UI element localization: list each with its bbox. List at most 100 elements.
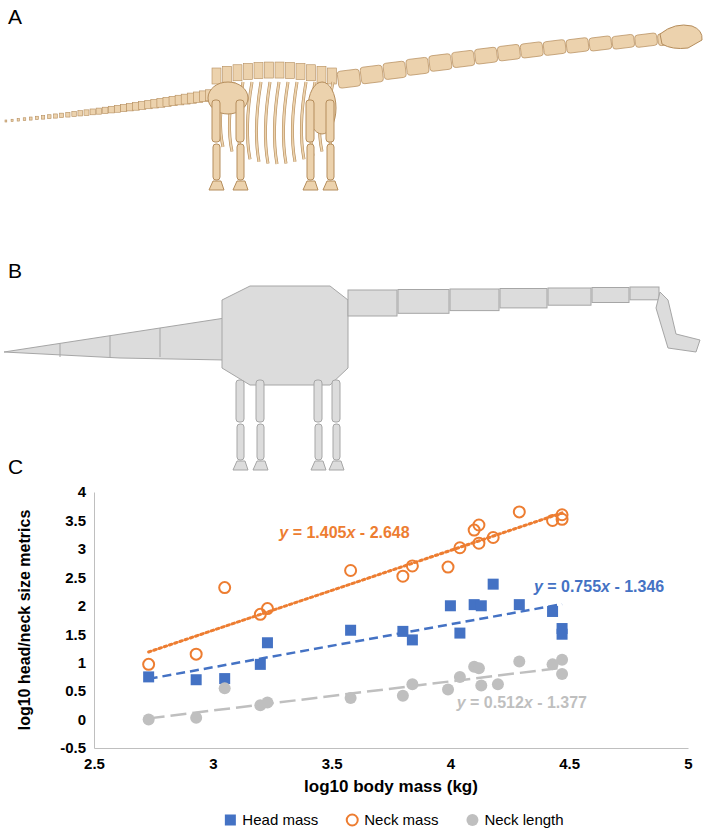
tick: 0 bbox=[78, 711, 94, 728]
data-point bbox=[488, 579, 499, 590]
data-point bbox=[473, 662, 485, 674]
foot bbox=[209, 181, 224, 190]
trend-line bbox=[149, 668, 562, 719]
segment-edge bbox=[110, 336, 111, 357]
vertebra bbox=[383, 61, 407, 80]
vertebra bbox=[474, 47, 498, 64]
data-point bbox=[407, 560, 418, 571]
rib bbox=[292, 82, 297, 162]
limb-bone bbox=[237, 144, 244, 180]
data-point bbox=[475, 679, 487, 691]
tick: 3.5 bbox=[65, 512, 94, 529]
data-point bbox=[492, 678, 504, 690]
data-point bbox=[556, 668, 568, 680]
limb-bone bbox=[314, 380, 322, 422]
neck-segment bbox=[630, 287, 659, 300]
data-point bbox=[262, 637, 273, 648]
vertebra bbox=[275, 62, 284, 78]
legend-label: Neck length bbox=[484, 811, 563, 828]
panel-label: B bbox=[8, 259, 22, 282]
limb-bone bbox=[212, 100, 220, 142]
vertebra bbox=[317, 66, 326, 82]
data-point bbox=[556, 654, 568, 666]
tick: 2.5 bbox=[84, 748, 105, 772]
vertebra bbox=[634, 33, 657, 48]
rib bbox=[292, 82, 297, 162]
legend-item: Head mass bbox=[225, 811, 318, 828]
block-model-illustration bbox=[4, 286, 700, 470]
trend-equation: y = 0.755x - 1.346 bbox=[533, 578, 664, 595]
tick-label: 4 bbox=[447, 755, 456, 772]
tick-label: 0 bbox=[78, 711, 86, 728]
limb-bone bbox=[236, 100, 244, 142]
skeleton-illustration bbox=[5, 25, 702, 190]
vertebra bbox=[23, 118, 26, 121]
legend-label: Neck mass bbox=[364, 811, 438, 828]
skull bbox=[660, 25, 702, 49]
equation-part: - 2.648 bbox=[355, 524, 409, 541]
tick-label: 4 bbox=[78, 483, 87, 500]
legend: Head mass Neck mass Neck length bbox=[225, 811, 564, 828]
limb-bone bbox=[306, 100, 314, 142]
vertebra bbox=[127, 103, 134, 110]
y-axis: -0.500.511.522.533.54 bbox=[60, 483, 94, 756]
rib bbox=[283, 82, 288, 163]
limb-bone bbox=[307, 144, 314, 180]
data-point bbox=[454, 628, 465, 639]
vertebra bbox=[60, 113, 64, 117]
tail-segments bbox=[4, 318, 225, 360]
limb-bone bbox=[332, 380, 340, 422]
legend-marker bbox=[225, 815, 236, 826]
vertebra bbox=[233, 65, 242, 81]
trend-equation: y = 0.512x - 1.377 bbox=[456, 694, 587, 711]
data-point bbox=[454, 671, 466, 683]
vertebra bbox=[428, 53, 452, 71]
limb-bone bbox=[257, 424, 264, 460]
neck-segment bbox=[592, 288, 629, 303]
trend-line bbox=[149, 604, 562, 679]
tick-label: 2 bbox=[78, 597, 86, 614]
vertebra bbox=[11, 119, 13, 121]
trend-line bbox=[149, 513, 562, 652]
rib bbox=[274, 82, 279, 164]
data-point bbox=[442, 683, 454, 695]
data-point bbox=[557, 514, 568, 525]
data-point bbox=[488, 532, 499, 543]
data-point bbox=[397, 690, 409, 702]
vertebra bbox=[108, 106, 114, 113]
foot bbox=[323, 181, 338, 190]
data-point bbox=[445, 600, 456, 611]
rib bbox=[265, 82, 270, 163]
foot bbox=[329, 461, 344, 470]
panel-label: A bbox=[8, 5, 22, 28]
neck-segment bbox=[348, 290, 397, 316]
tick-label: 1 bbox=[78, 654, 86, 671]
vertebra bbox=[566, 37, 589, 53]
tick: 2.5 bbox=[65, 569, 94, 586]
vertebra bbox=[54, 114, 58, 118]
foot bbox=[311, 461, 326, 470]
equation-part: - 1.346 bbox=[610, 578, 664, 595]
vertebra bbox=[265, 62, 274, 78]
data-point bbox=[345, 692, 357, 704]
tick-label: 2.5 bbox=[65, 569, 86, 586]
data-point bbox=[345, 565, 356, 576]
data-point bbox=[255, 609, 266, 620]
data-point bbox=[514, 599, 525, 610]
tick-label: 4.5 bbox=[559, 755, 580, 772]
vertebra bbox=[244, 63, 253, 79]
equation-part: = 0.755 bbox=[543, 578, 601, 595]
torso bbox=[222, 286, 348, 385]
limb-bone bbox=[315, 424, 322, 460]
axis-line bbox=[94, 493, 95, 749]
data-point bbox=[345, 625, 356, 636]
limb-bone bbox=[213, 144, 220, 180]
vertebra bbox=[360, 65, 384, 84]
vertebra bbox=[223, 66, 232, 82]
foot bbox=[233, 461, 248, 470]
rib bbox=[247, 82, 252, 159]
tick-label: 3.5 bbox=[65, 512, 86, 529]
tick-label: 3.5 bbox=[322, 755, 343, 772]
vertebra bbox=[48, 115, 52, 119]
data-point bbox=[557, 629, 568, 640]
